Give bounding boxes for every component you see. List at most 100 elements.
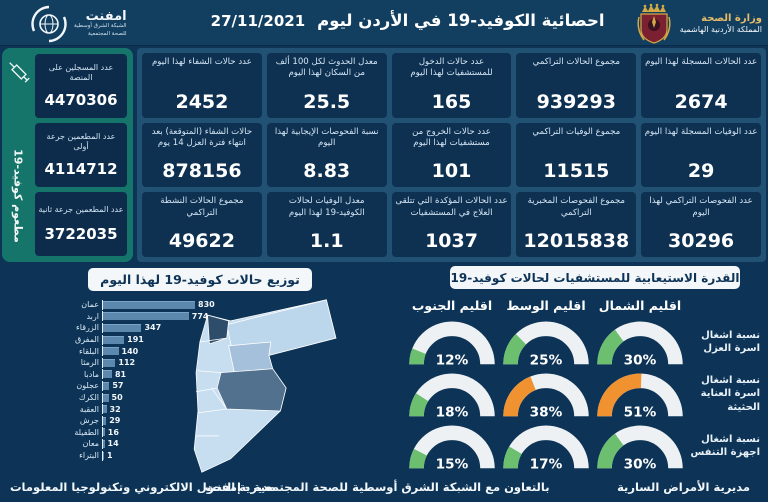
bar-track: 140: [102, 346, 139, 357]
stat-card: معدل الوفيات لحالات الكوفيد-19 لهذا اليو…: [266, 192, 387, 257]
bar-value: 112: [118, 358, 136, 368]
page-title-text: احصائية الكوفيد-19 في الأردن ليوم: [317, 11, 605, 30]
gauge: 51%: [594, 369, 686, 419]
stat-card-value: 101: [431, 160, 472, 183]
bar-row: معان 14: [56, 438, 236, 450]
stat-card-label: عدد حالات الشفاء لهذا اليوم: [151, 57, 252, 67]
gauge-row-label: نسبة اشغال اسرة العزل: [701, 329, 760, 355]
stat-card-label: عدد الفحوصات التراكمي لهذا اليوم: [649, 196, 753, 218]
bar-row: عمان 830: [56, 299, 236, 311]
bar-category-label: عجلون: [76, 381, 99, 391]
stat-card-value: 11515: [543, 160, 610, 183]
bar-track: 347: [102, 322, 162, 333]
stat-card: عدد الوفيات المسجلة لهذا اليوم 29: [641, 122, 761, 188]
bar-value: 57: [112, 381, 124, 391]
bar-category-label: اربد: [86, 311, 99, 321]
vaccination-vertical-label: مطعوم كوفيد-19: [11, 149, 25, 243]
bar-track: 16: [102, 427, 119, 438]
bar-value: 191: [127, 335, 144, 345]
bar-track: 191: [102, 334, 144, 345]
stat-card: عدد حالات الخروج من مستشفيات لهذا اليوم …: [391, 122, 512, 188]
page-title: احصائية الكوفيد-19 في الأردن ليوم 27/11/…: [211, 11, 605, 30]
gauge-value: 30%: [624, 352, 657, 367]
gauge-region-header: اقليم الشمال: [598, 297, 682, 313]
stat-card-label: معدل الوفيات لحالات الكوفيد-19 لهذا اليو…: [288, 196, 365, 218]
bar-value: 50: [111, 393, 123, 403]
bar-value: 347: [144, 323, 162, 333]
vaccination-card-label: عدد المسجلين على المنصة: [48, 63, 114, 83]
stat-card-value: 1.1: [309, 229, 344, 252]
emphnet-branding: امفنت الشبكة الشرق أوسطية للصحة المجتمعي…: [30, 5, 127, 43]
bar-row: المفرق 191: [56, 334, 236, 346]
emphnet-subtitle-2: للصحة المجتمعية: [88, 30, 127, 37]
gauge-arc: 30%: [597, 425, 683, 471]
bar-fill: [103, 405, 107, 414]
stat-card-value: 165: [431, 90, 472, 113]
bar-category-label: جرش: [79, 416, 99, 426]
stat-card-label: نسبة الفحوصات الإيجابية لهذا اليوم: [274, 126, 379, 148]
gauge-arc: 17%: [503, 425, 589, 471]
hospital-capacity-gauges: اقليم الشمال اقليم الوسط اقليم الجنوب نسبة …: [409, 294, 762, 472]
stat-card-value: 2452: [175, 90, 229, 113]
vaccination-card-value: 4470306: [44, 90, 118, 109]
vaccination-card-label: عدد المطعمين جرعة أولى: [46, 132, 116, 152]
bar-value: 140: [121, 346, 139, 356]
bar-track: 32: [102, 404, 121, 415]
bar-category-label: الطفيلة: [74, 427, 99, 437]
gauge-arc: 15%: [409, 425, 495, 471]
gauge: 15%: [406, 421, 498, 471]
bar-row: البلقاء 140: [56, 345, 236, 357]
stat-card-label: عدد حالات الدخول للمستشفيات لهذا اليوم: [410, 57, 493, 79]
stat-card: حالات الشفاء (المتوقعة) بعد انتهاء فترة …: [142, 122, 262, 188]
map-region-zarqa: [228, 341, 274, 374]
gauge-value: 38%: [530, 404, 563, 419]
gauge: 38%: [500, 369, 592, 419]
bar-value: 830: [198, 300, 215, 310]
bar-fill: [103, 347, 119, 356]
bar-track: 1: [102, 450, 113, 461]
bar-track: 57: [102, 380, 124, 391]
gauge-value: 12%: [436, 352, 469, 367]
gauge-arc: 51%: [597, 373, 683, 419]
map-region-amman: [216, 368, 287, 412]
stat-card-value: 1037: [425, 229, 478, 252]
hospital-capacity-title: القدرة الاستيعابية للمستشفيات لحالات كوف…: [450, 266, 740, 289]
jordan-map: [193, 299, 337, 473]
stat-card-label: عدد حالات الخروج من مستشفيات لهذا اليوم: [412, 126, 491, 148]
stat-card: عدد الفحوصات التراكمي لهذا اليوم 30296: [641, 192, 761, 257]
bar-track: 50: [102, 392, 123, 403]
stat-card-label: مجموع الفحوصات المخبرية التراكمي: [527, 196, 625, 218]
bar-row: الرمثا 112: [56, 357, 236, 369]
stat-card: عدد حالات الدخول للمستشفيات لهذا اليوم 1…: [391, 53, 512, 118]
bar-value: 81: [114, 369, 127, 379]
bar-category-label: المفرق: [75, 335, 99, 345]
bar-fill: [103, 428, 105, 437]
gauge-arc: 25%: [503, 321, 589, 367]
bar-category-label: عمان: [81, 300, 99, 310]
daily-stats-panel: عدد الحالات المسجلة لهذا اليوم 2674 مجموع…: [137, 48, 766, 262]
ministry-name: وزارة الصحة: [701, 12, 762, 24]
stat-card-label: مجموع الحالات النشطة التراكمي: [160, 196, 244, 218]
governorate-bar-chart: عمان 830 اربد 774 الزرقاء: [56, 299, 236, 461]
stat-card: مجموع الفحوصات المخبرية التراكمي 1201583…: [516, 192, 637, 257]
gauge-arc: 38%: [503, 373, 589, 419]
vaccination-card: عدد المطعمين جرعة أولى 4114712: [35, 123, 127, 187]
bar-category-label: الزرقاء: [76, 323, 99, 333]
bar-fill: [103, 335, 125, 344]
gauge-value: 17%: [530, 456, 563, 471]
bar-track: 112: [102, 357, 136, 368]
vaccination-card-label: عدد المطعمين جرعة ثانية: [38, 204, 124, 214]
footer-communicable-diseases: مديرية الأمراض السارية: [617, 480, 750, 494]
vaccination-card: عدد المسجلين على المنصة 4470306: [35, 54, 127, 118]
bar-category-label: مادبا: [84, 369, 99, 379]
stat-card-label: معدل الحدوث لكل 100 ألف من السكان لهذا ا…: [275, 57, 378, 79]
bar-row: الكرك 50: [56, 392, 236, 404]
header-bar: وزارة الصحة المملكة الأردنية الهاشمية اح…: [0, 0, 768, 46]
stat-card-value: 49622: [168, 229, 235, 252]
bar-track: 81: [102, 369, 127, 380]
bar-row: عجلون 57: [56, 380, 236, 392]
bar-category-label: البتراء: [79, 451, 99, 461]
ministry-branding: وزارة الصحة المملكة الأردنية الهاشمية: [634, 3, 762, 45]
gauge-region-header: اقليم الوسط: [506, 297, 586, 313]
stat-card-value: 30296: [668, 229, 735, 252]
